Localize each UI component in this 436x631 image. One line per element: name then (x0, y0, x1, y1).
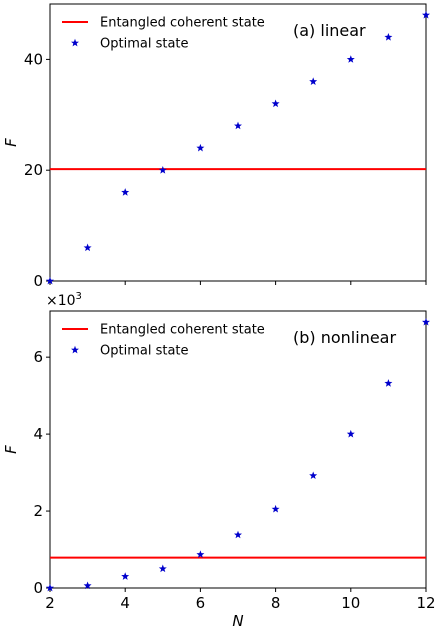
x-tick-label: 2 (45, 594, 55, 612)
legend-star-swatch (71, 345, 79, 354)
optimal-state-point (158, 166, 167, 174)
optimal-state-point (46, 276, 54, 285)
y-multiplier-exponent: 3 (76, 291, 82, 302)
y-tick-label: 0 (33, 272, 43, 290)
optimal-state-point (234, 121, 242, 130)
legend-label: Optimal state (100, 37, 189, 52)
optimal-state-point (384, 379, 393, 387)
legend-label: Optimal state (100, 344, 189, 359)
y-tick-label: 4 (33, 425, 43, 443)
y-tick-label: 6 (33, 348, 43, 366)
y-tick-label: 2 (33, 502, 43, 520)
optimal-state-point (121, 572, 130, 580)
axes-frame (49, 3, 427, 282)
optimal-state-point (121, 188, 130, 196)
legend-star-swatch (71, 38, 79, 47)
optimal-state-point (196, 143, 205, 152)
axes-frame (49, 310, 427, 589)
panel-a: 0 20 40 F Entangled coherent state Optimal st… (2, 3, 430, 290)
panel-label: (b) nonlinear (293, 328, 396, 347)
y-tick-label: 40 (24, 50, 43, 68)
optimal-state-point (346, 55, 355, 63)
panel-label: (a) linear (293, 21, 366, 40)
optimal-state-point (346, 429, 355, 438)
x-tick-label: 10 (341, 594, 360, 612)
optimal-state-point (196, 550, 205, 558)
optimal-state-point (384, 33, 393, 41)
optimal-state-point (83, 581, 92, 590)
x-tick-label: 4 (120, 594, 130, 612)
x-axis-label: N (232, 612, 243, 630)
y-axis-label: F (2, 445, 20, 454)
legend-label: Entangled coherent state (100, 16, 265, 31)
optimal-state-point (309, 471, 318, 480)
x-tick-label: 8 (271, 594, 281, 612)
x-tick-label: 12 (416, 594, 435, 612)
optimal-state-point (309, 77, 318, 85)
legend-label: Entangled coherent state (100, 323, 265, 338)
optimal-state-point (271, 99, 280, 108)
y-tick-label: 20 (24, 161, 43, 179)
optimal-state-point (83, 243, 92, 252)
optimal-state-point (46, 583, 54, 592)
x-tick-label: 6 (196, 594, 206, 612)
y-multiplier-label: ×103 (46, 291, 82, 309)
y-axis-label: F (2, 138, 20, 147)
optimal-state-point (158, 564, 167, 573)
optimal-state-point (422, 10, 430, 19)
optimal-state-point (234, 530, 242, 539)
optimal-state-point (271, 504, 280, 513)
y-tick-label: 0 (33, 579, 43, 597)
optimal-state-point (422, 317, 430, 326)
